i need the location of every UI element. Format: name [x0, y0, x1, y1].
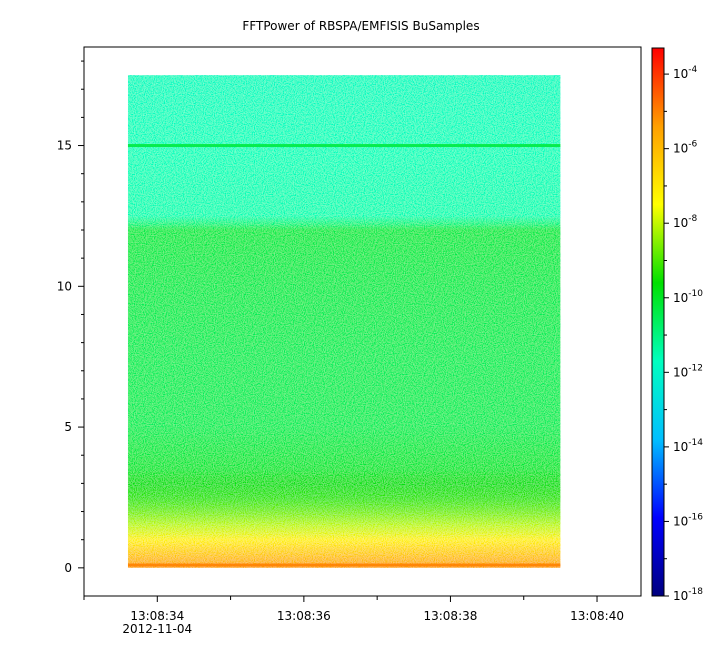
y-tick-label: 15: [57, 139, 72, 153]
y-tick-label: 10: [57, 279, 72, 293]
chart-title: FFTPower of RBSPA/EMFISIS BuSamples: [242, 19, 479, 33]
x-tick-label: 13:08:38: [423, 609, 477, 623]
x-date-label: 2012-11-04: [122, 622, 192, 636]
spectrogram-image: [127, 75, 561, 568]
x-tick-label: 13:08:36: [277, 609, 331, 623]
spectral-line: [127, 144, 561, 148]
x-tick-label: 13:08:40: [570, 609, 624, 623]
colorbar-tick-label: 10-12: [673, 363, 703, 379]
x-tick-label: 13:08:34: [130, 609, 184, 623]
colorbar-tick-label: 10-14: [673, 438, 703, 454]
spectral-line: [127, 563, 561, 567]
colorbar-tick-label: 10-16: [673, 512, 703, 528]
colorbar: [651, 47, 665, 597]
y-tick-label: 0: [64, 561, 72, 575]
colorbar-axis: 10-18 10-16 10-14 10-12 10-10 10-8 10-6 10-4: [664, 65, 703, 603]
y-axis: 0 5 10 15: [57, 60, 84, 575]
colorbar-tick-label: 10-18: [673, 587, 703, 603]
colorbar-tick-label: 10-10: [673, 289, 703, 305]
y-tick-label: 5: [64, 420, 72, 434]
spectrogram-fill: [127, 75, 561, 568]
colorbar-tick-label: 10-6: [673, 140, 698, 156]
colorbar-tick-label: 10-4: [673, 65, 698, 81]
colorbar-tick-label: 10-8: [673, 214, 698, 230]
